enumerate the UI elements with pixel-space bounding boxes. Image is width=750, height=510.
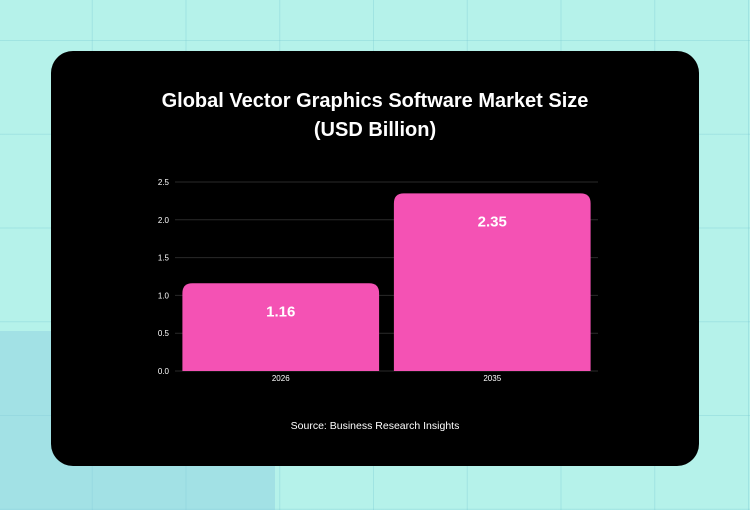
chart-card: Global Vector Graphics Software Market S…: [51, 51, 699, 466]
chart-source: Source: Business Research Insights: [290, 420, 460, 432]
y-tick-label: 0.0: [158, 367, 170, 376]
y-tick-label: 2.0: [158, 216, 170, 225]
bar-2035: [393, 193, 591, 371]
chart-title-line-1: Global Vector Graphics Software Market S…: [161, 90, 589, 112]
data-label: 1.16: [266, 303, 295, 320]
y-tick-label: 2.5: [158, 178, 170, 187]
x-tick-label: 2026: [272, 374, 290, 383]
bar-chart: 0.0 0.5 1.0 1.5 2.0 2.5 1.16 2026 2.35 2035: [158, 178, 598, 383]
y-tick-label: 1.5: [158, 254, 170, 263]
y-tick-label: 1.0: [158, 291, 170, 300]
y-tick-label: 0.5: [158, 329, 170, 338]
data-label: 2.35: [478, 213, 507, 230]
chart-title-line-2: (USD Billion): [313, 119, 437, 141]
bar-2026: [182, 283, 380, 371]
x-tick-label: 2035: [483, 374, 501, 383]
